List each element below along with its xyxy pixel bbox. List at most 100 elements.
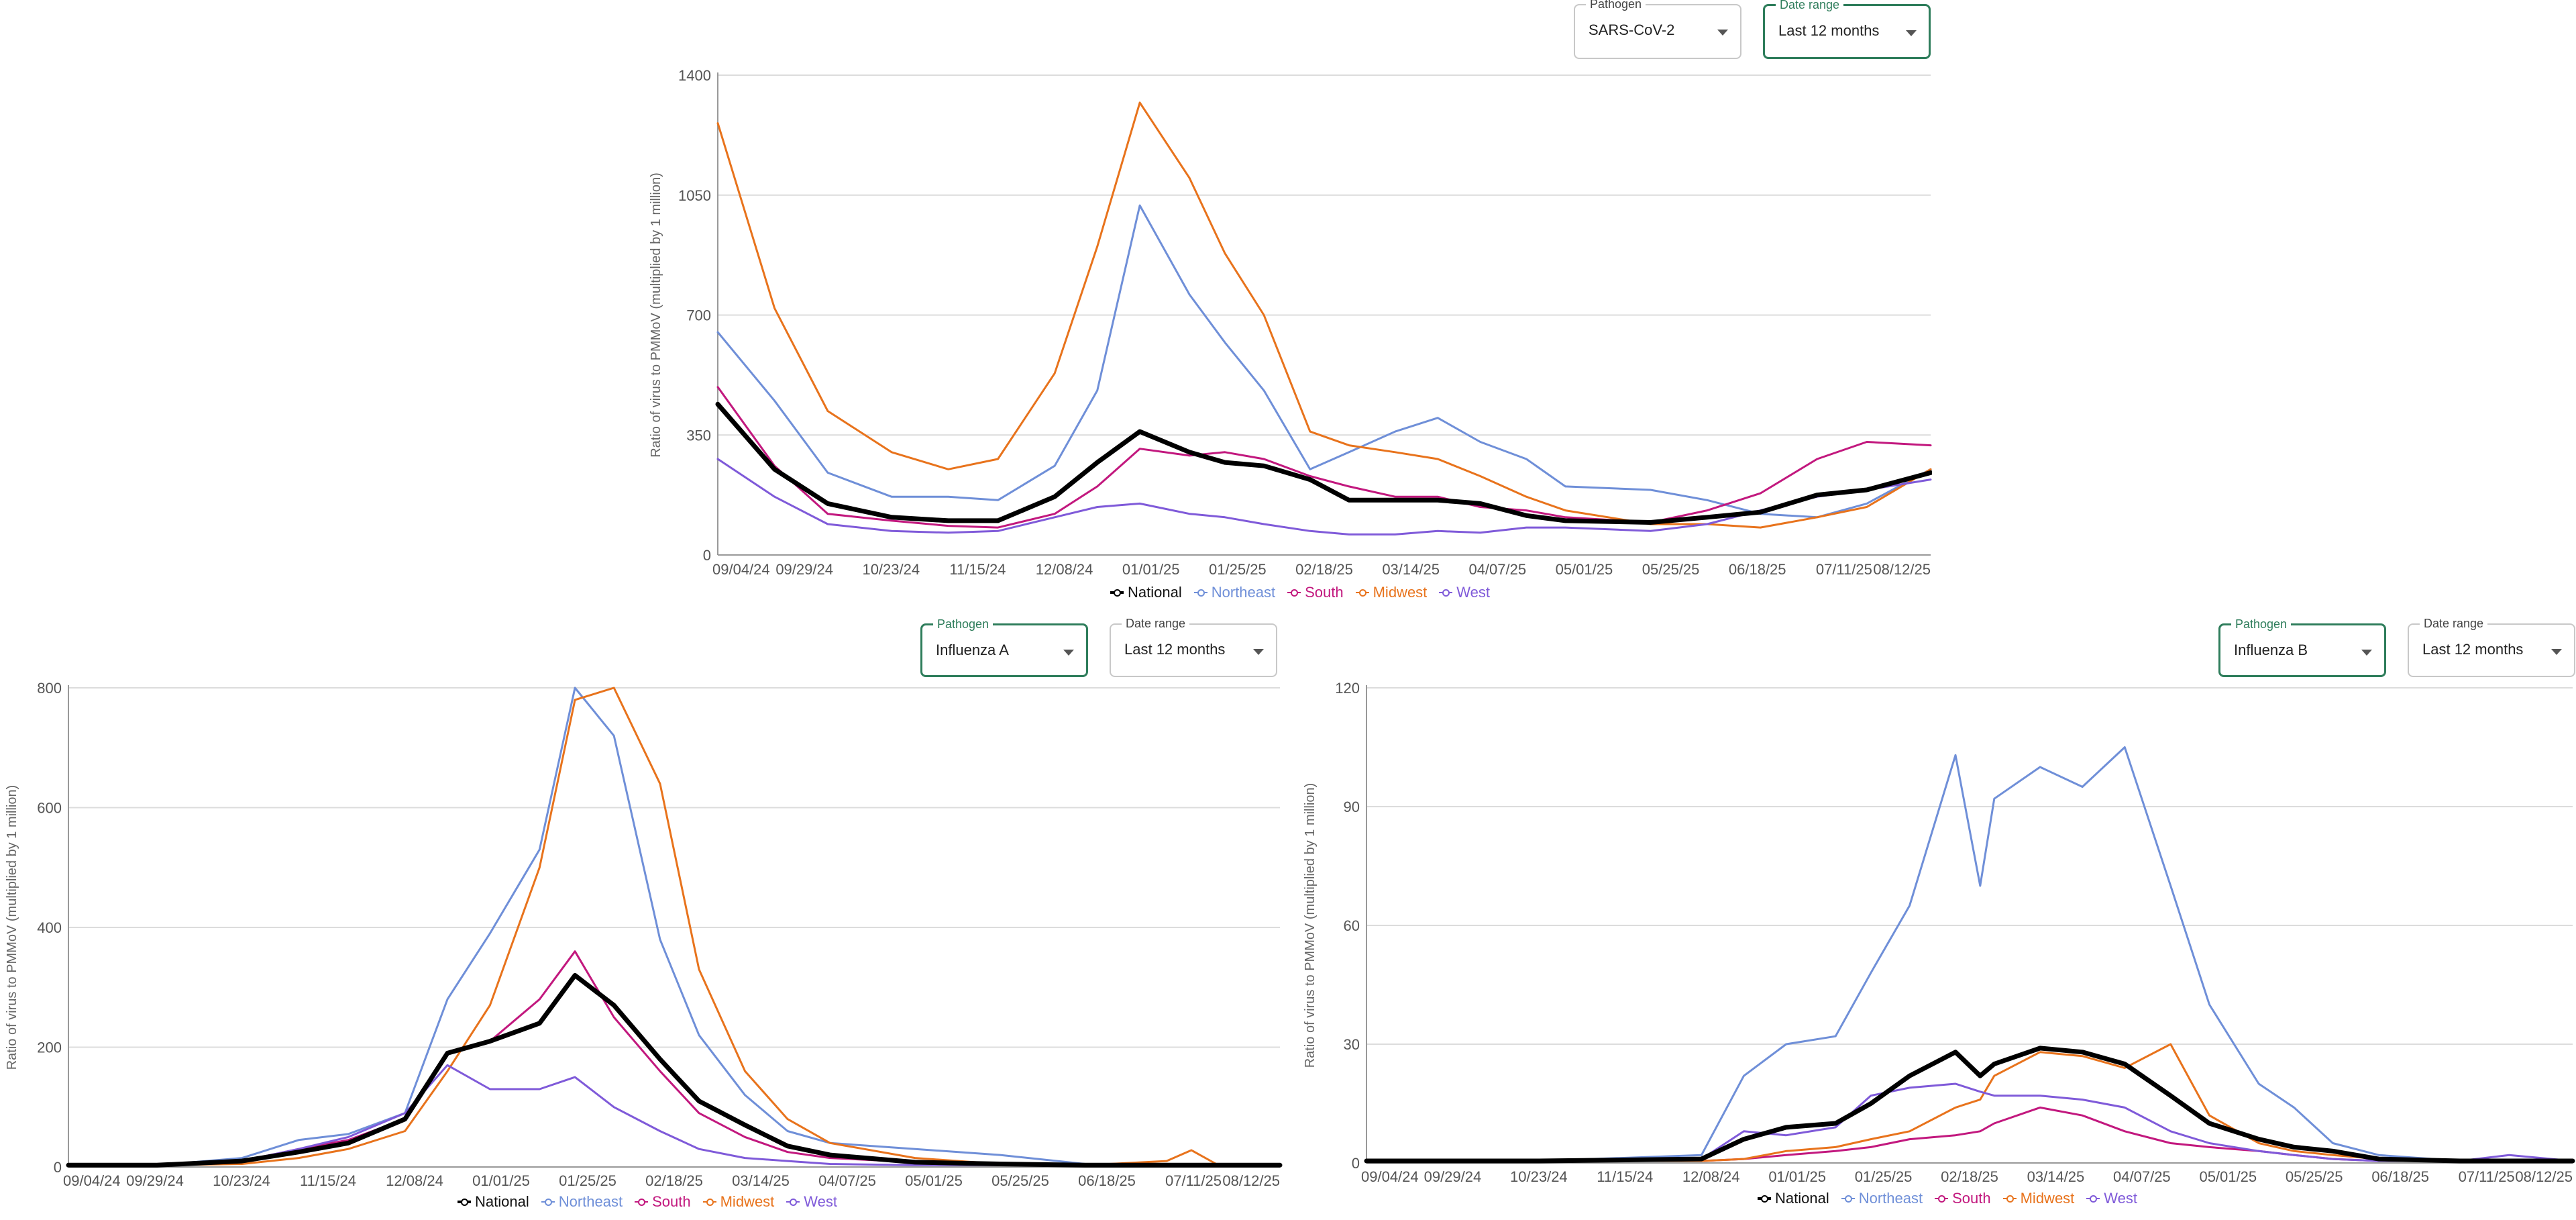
legend-marker-icon	[458, 1197, 471, 1207]
pathogen-select-value: Influenza B	[2234, 642, 2308, 658]
x-tick-label: 03/14/25	[2027, 1168, 2085, 1185]
y-tick-label: 350	[686, 427, 711, 444]
x-tick-label: 06/18/25	[1078, 1172, 1136, 1189]
pathogen-select[interactable]: Pathogen SARS-CoV-2	[1574, 0, 1741, 59]
date-range-select-label: Date range	[1776, 0, 1844, 13]
legend-item-national[interactable]: National	[1110, 584, 1182, 601]
x-tick-label: 06/18/25	[2371, 1168, 2429, 1185]
y-tick-label: 800	[37, 680, 62, 697]
series-line-west	[67, 1064, 1281, 1166]
chart-legend: National Northeast South Midwest West	[1758, 1190, 2137, 1207]
legend-marker-icon	[786, 1197, 800, 1207]
x-tick-label: 05/25/25	[1642, 561, 1700, 578]
x-tick-label: 08/12/25	[2515, 1168, 2573, 1185]
legend-label: West	[1456, 584, 1491, 601]
legend-marker-icon	[2086, 1194, 2100, 1203]
y-tick-label: 1050	[678, 187, 711, 204]
legend-item-northeast[interactable]: Northeast	[541, 1193, 623, 1211]
x-tick-label: 01/01/25	[472, 1172, 530, 1189]
x-tick-label: 01/01/25	[1768, 1168, 1826, 1185]
legend-marker-icon	[541, 1197, 555, 1207]
x-tick-label: 09/04/24	[712, 561, 770, 578]
x-tick-label: 05/25/25	[2286, 1168, 2343, 1185]
y-axis-title: Ratio of virus to PMMoV (multiplied by 1…	[649, 172, 663, 458]
series-line-northeast	[716, 204, 1932, 519]
legend-item-midwest[interactable]: Midwest	[702, 1193, 775, 1211]
legend-label: Midwest	[720, 1193, 775, 1210]
legend-label: Northeast	[1211, 584, 1276, 601]
x-tick-label: 06/18/25	[1729, 561, 1786, 578]
series-line-northeast	[1365, 746, 2574, 1162]
chart-legend: National Northeast South Midwest West	[1110, 584, 1490, 601]
y-tick-label: 120	[1335, 680, 1360, 697]
x-tick-label: 01/01/25	[1122, 561, 1180, 578]
legend-marker-icon	[1439, 588, 1453, 597]
sars-cov-2-chart-panel: Pathogen SARS-CoV-2 Date range Last 12 m…	[644, 0, 1932, 611]
x-tick-label: 11/15/24	[949, 561, 1006, 578]
date-range-select-value: Last 12 months	[1124, 641, 1226, 658]
x-tick-label: 07/11/25	[1816, 561, 1872, 578]
legend-item-south[interactable]: South	[1287, 584, 1344, 601]
legend-item-west[interactable]: West	[1439, 584, 1490, 601]
legend-item-midwest[interactable]: Midwest	[1355, 584, 1427, 601]
x-tick-label: 09/29/24	[775, 561, 833, 578]
x-tick-label: 05/01/25	[905, 1172, 963, 1189]
legend-item-south[interactable]: South	[635, 1193, 691, 1211]
series-line-south	[1365, 1106, 2574, 1162]
caret-down-icon	[2551, 649, 2562, 655]
x-tick-label: 07/11/25	[1165, 1172, 1222, 1189]
x-tick-label: 01/25/25	[559, 1172, 616, 1189]
chart-legend: National Northeast South Midwest West	[458, 1193, 837, 1211]
x-tick-label: 10/23/24	[1510, 1168, 1568, 1185]
legend-item-midwest[interactable]: Midwest	[2002, 1190, 2074, 1207]
influenza-b-line-chart: 0 30 60 90 120 09/04/24 09/29/24 10/23/24 11/15/…	[1303, 680, 2575, 1185]
x-tick-label: 10/23/24	[213, 1172, 270, 1189]
sars-cov-2-line-chart: 0 350 700 1050 1400 09/04/24 09/29/24 10/23/24 1…	[649, 67, 1932, 578]
series-line-national	[715, 401, 1932, 525]
legend-marker-icon	[635, 1197, 649, 1207]
series-line-national	[66, 972, 1283, 1168]
y-tick-label: 1400	[678, 67, 711, 84]
legend-label: Northeast	[1858, 1190, 1923, 1207]
date-range-select-value: Last 12 months	[1778, 22, 1880, 39]
x-tick-label: 12/08/24	[1682, 1168, 1740, 1185]
x-tick-label: 05/25/25	[991, 1172, 1049, 1189]
pathogen-select-label: Pathogen	[933, 616, 994, 632]
date-range-select[interactable]: Date range Last 12 months	[2408, 615, 2575, 677]
legend-item-national[interactable]: National	[458, 1193, 529, 1211]
legend-label: West	[804, 1193, 838, 1210]
legend-label: National	[1128, 584, 1182, 601]
influenza-a-line-chart: 0 200 400 600 800 09/04/24 09/29/24 10/23/24 11/…	[5, 680, 1283, 1189]
y-tick-label: 400	[37, 919, 62, 936]
x-tick-label: 05/01/25	[1556, 561, 1613, 578]
pathogen-select[interactable]: Pathogen Influenza B	[2218, 616, 2386, 677]
pathogen-select-label: Pathogen	[1586, 0, 1646, 12]
x-tick-label: 02/18/25	[1941, 1168, 1998, 1185]
date-range-select[interactable]: Date range Last 12 months	[1763, 0, 1931, 59]
pathogen-select-label: Pathogen	[2231, 616, 2292, 632]
y-tick-label: 600	[37, 800, 62, 817]
x-tick-label: 01/25/25	[1209, 561, 1267, 578]
date-range-select-label: Date range	[1122, 615, 1190, 631]
x-tick-label: 01/25/25	[1855, 1168, 1913, 1185]
legend-item-national[interactable]: National	[1758, 1190, 1829, 1207]
x-tick-label: 03/14/25	[1382, 561, 1440, 578]
date-range-select[interactable]: Date range Last 12 months	[1110, 615, 1277, 677]
legend-marker-icon	[1841, 1194, 1855, 1203]
pathogen-select[interactable]: Pathogen Influenza A	[920, 616, 1088, 677]
caret-down-icon	[1717, 30, 1728, 36]
date-range-select-label: Date range	[2420, 615, 2488, 631]
legend-item-west[interactable]: West	[2086, 1190, 2137, 1207]
series-line-midwest	[1365, 1043, 2574, 1162]
legend-item-northeast[interactable]: Northeast	[1841, 1190, 1923, 1207]
legend-item-south[interactable]: South	[1935, 1190, 1991, 1207]
series-line-northeast	[67, 687, 1281, 1166]
x-tick-label: 02/18/25	[645, 1172, 703, 1189]
series-line-west	[1365, 1082, 2574, 1162]
x-tick-label: 05/01/25	[2199, 1168, 2257, 1185]
legend-marker-icon	[1758, 1194, 1771, 1203]
caret-down-icon	[1906, 30, 1917, 36]
legend-item-northeast[interactable]: Northeast	[1193, 584, 1276, 601]
y-tick-label: 0	[1352, 1155, 1360, 1172]
legend-item-west[interactable]: West	[786, 1193, 837, 1211]
